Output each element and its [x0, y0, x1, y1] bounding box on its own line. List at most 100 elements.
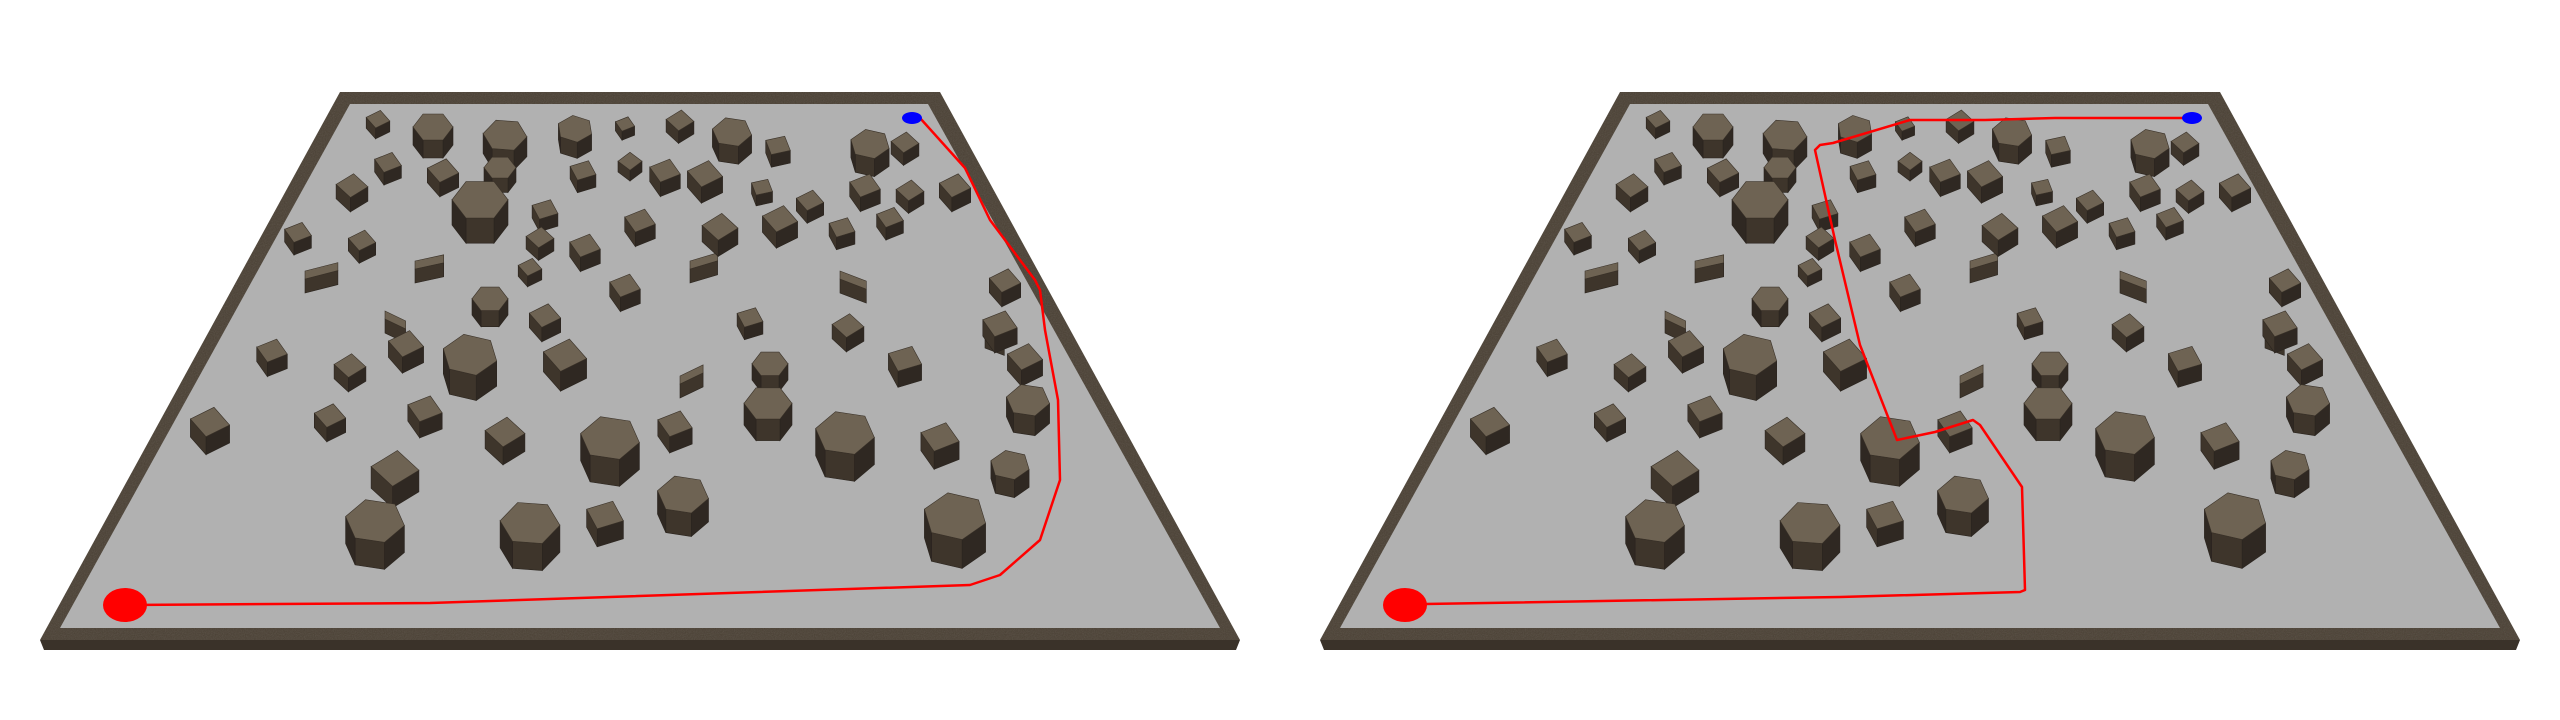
start-marker	[103, 588, 147, 622]
arena-wall-base	[40, 640, 1240, 650]
obstacle-block	[2286, 384, 2330, 437]
obstacle-block	[2130, 129, 2170, 178]
obstacle-block	[924, 492, 986, 569]
obstacle-block	[938, 173, 972, 213]
obstacle-block	[982, 310, 1018, 354]
obstacle-block	[586, 500, 624, 548]
obstacle-block	[2075, 189, 2105, 225]
obstacle-block	[1731, 181, 1789, 245]
obstacle-wall-segment	[1694, 254, 1724, 284]
obstacle-block	[1797, 258, 1823, 288]
obstacle-block	[2031, 178, 2053, 207]
obstacle-block	[387, 330, 425, 374]
obstacle-block	[887, 346, 923, 388]
obstacle-block	[2167, 346, 2203, 388]
arena-wall-base	[1320, 640, 2520, 650]
obstacle-block	[517, 258, 543, 288]
obstacle-wall-segment	[1959, 364, 1984, 399]
obstacle-wall-segment	[839, 270, 867, 304]
obstacle-block	[1006, 384, 1050, 437]
obstacle-block	[701, 213, 739, 258]
obstacle-wall-segment	[414, 254, 445, 284]
obstacle-block	[1992, 117, 2032, 165]
obstacle-block	[426, 158, 460, 198]
obstacle-block	[1929, 158, 1961, 198]
obstacle-block	[2108, 217, 2136, 251]
obstacle-block	[657, 410, 693, 454]
obstacle-block	[831, 313, 865, 353]
obstacle-block	[1564, 222, 1592, 256]
obstacle-block	[347, 229, 377, 265]
obstacle-block	[657, 475, 709, 538]
obstacle-block	[614, 116, 636, 142]
obstacle-block	[1667, 330, 1705, 374]
obstacle-block	[1615, 173, 1649, 213]
obstacle-block	[1654, 152, 1682, 186]
obstacle-block	[2156, 207, 2184, 241]
obstacle-block	[617, 151, 643, 182]
obstacle-block	[686, 160, 724, 204]
obstacle-block	[1937, 475, 1989, 538]
obstacle-block	[1897, 151, 1923, 182]
obstacle-block	[761, 205, 799, 249]
obstacle-block	[2031, 351, 2069, 393]
planned-path	[1424, 116, 2200, 606]
obstacle-block	[1706, 158, 1740, 198]
obstacle-block	[2041, 205, 2079, 249]
obstacle-block	[1860, 416, 1920, 487]
obstacle-block	[712, 117, 752, 165]
obstacle-block	[1006, 343, 1044, 387]
obstacle-block	[2175, 179, 2205, 215]
obstacle-block	[2262, 310, 2298, 354]
obstacle-block	[736, 307, 764, 341]
obstacle-field	[189, 109, 1050, 572]
obstacle-block	[1645, 110, 1671, 140]
obstacle-block	[1779, 502, 1841, 572]
obstacle-block	[558, 115, 592, 159]
obstacle-block	[990, 450, 1030, 499]
obstacle-block	[1764, 416, 1806, 466]
obstacle-block	[1613, 353, 1647, 393]
obstacle-block	[471, 286, 509, 328]
obstacle-block	[2204, 492, 2266, 569]
obstacle-block	[1692, 113, 1734, 159]
obstacle-block	[335, 173, 369, 213]
obstacle-block	[1937, 410, 1973, 454]
obstacle-block	[1687, 395, 1723, 439]
obstacle-block	[407, 395, 443, 439]
obstacle-block	[2129, 173, 2161, 213]
left-arena-panel	[40, 92, 1240, 650]
goal-marker	[2182, 112, 2202, 124]
obstacle-block	[988, 268, 1022, 308]
obstacle-block	[765, 135, 791, 168]
planned-path	[124, 117, 1062, 607]
goal-marker	[902, 112, 922, 124]
obstacle-wall-segment	[689, 252, 718, 284]
obstacle-block	[743, 387, 793, 442]
obstacle-block	[609, 273, 641, 313]
obstacle-block	[542, 338, 588, 392]
obstacle-block	[525, 226, 555, 262]
obstacle-block	[1904, 208, 1936, 248]
obstacle-block	[484, 416, 526, 466]
obstacle-block	[1722, 333, 1778, 402]
obstacle-block	[1650, 450, 1700, 509]
obstacle-block	[665, 109, 695, 145]
obstacle-block	[920, 422, 960, 471]
obstacle-field	[1469, 109, 2330, 572]
right-arena-panel	[1320, 92, 2520, 650]
obstacle-block	[895, 179, 925, 215]
obstacle-block	[2268, 268, 2302, 308]
obstacle-block	[1811, 199, 1839, 233]
obstacle-block	[1849, 160, 1877, 194]
obstacle-wall-segment	[304, 262, 339, 294]
obstacle-block	[580, 416, 640, 487]
obstacle-block	[828, 217, 856, 251]
obstacle-block	[2270, 450, 2310, 499]
obstacle-block	[499, 502, 561, 572]
obstacle-block	[531, 199, 559, 233]
obstacle-block	[528, 303, 562, 343]
obstacle-block	[850, 129, 890, 178]
